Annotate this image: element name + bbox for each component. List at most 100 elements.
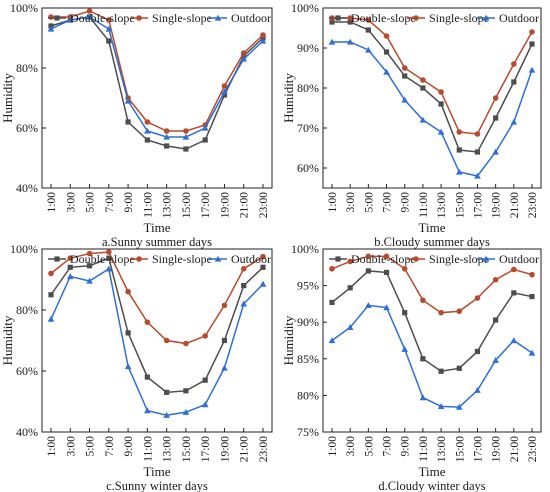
x-tick-label: 13:00 xyxy=(162,436,174,462)
data-point xyxy=(164,389,170,395)
y-tick-label: 95% xyxy=(297,279,319,293)
x-tick-label: 9:00 xyxy=(123,436,135,457)
data-point xyxy=(124,363,132,370)
data-point xyxy=(86,8,93,14)
data-point xyxy=(365,302,372,309)
data-point xyxy=(492,148,499,155)
data-point xyxy=(383,68,390,75)
data-point xyxy=(48,292,54,298)
data-point xyxy=(383,33,390,39)
data-point xyxy=(456,308,463,315)
data-point xyxy=(492,356,499,363)
data-point xyxy=(201,401,209,408)
data-point xyxy=(202,333,208,339)
x-tick-label: 11:00 xyxy=(142,192,154,218)
data-point xyxy=(455,403,463,410)
legend-marker xyxy=(214,14,222,21)
y-tick-label: 100% xyxy=(10,242,38,256)
plot-frame xyxy=(41,248,273,433)
data-point xyxy=(163,133,170,140)
x-tick-label: 13:00 xyxy=(436,436,448,462)
chart-panel-1: 40% 60% 80% 100% 1:00 3:00 5:00 7:00 9:00 11:00 13… xyxy=(0,1,273,249)
data-point xyxy=(221,337,228,344)
plot-frame xyxy=(41,7,273,189)
x-tick-label: 17:00 xyxy=(472,192,484,218)
data-point xyxy=(456,147,462,153)
data-point xyxy=(124,97,132,104)
legend-marker xyxy=(54,15,60,21)
data-point xyxy=(365,268,371,274)
legend-label: Outdoor xyxy=(499,11,539,25)
data-point xyxy=(511,290,517,296)
series-line xyxy=(332,17,533,135)
data-point xyxy=(420,77,426,83)
legend-marker xyxy=(214,255,222,262)
x-tick-label: 1:00 xyxy=(46,436,58,457)
legend-label: Double-slope xyxy=(70,252,135,266)
x-tick-label: 15:00 xyxy=(454,436,466,462)
data-point xyxy=(438,89,444,95)
x-tick-label: 3:00 xyxy=(345,436,357,457)
y-tick-label: 40% xyxy=(16,181,38,195)
data-point xyxy=(493,317,499,323)
data-point xyxy=(365,253,372,260)
series-line xyxy=(331,304,533,408)
panel-caption: a.Sunny summer days xyxy=(102,235,212,249)
data-point xyxy=(144,407,151,414)
x-tick-label: 19:00 xyxy=(219,192,231,218)
x-tick-label: 19:00 xyxy=(491,192,503,218)
legend-label: Single-slope xyxy=(429,11,489,25)
y-tick-label: 60% xyxy=(16,121,38,135)
y-tick-label: 80% xyxy=(16,61,38,75)
y-tick-label: 100% xyxy=(291,1,319,15)
x-tick-label: 9:00 xyxy=(123,192,135,213)
data-point xyxy=(105,25,113,32)
data-point xyxy=(438,368,444,374)
data-point xyxy=(221,83,228,89)
x-tick-label: 23:00 xyxy=(258,192,270,218)
data-point xyxy=(420,356,426,362)
legend-marker xyxy=(482,14,490,21)
data-point xyxy=(511,266,517,273)
legend: Double-slope Single-slope Outdoor xyxy=(48,252,271,266)
data-point xyxy=(510,337,518,344)
data-point xyxy=(402,73,408,79)
data-point xyxy=(437,128,445,135)
data-point xyxy=(474,295,481,301)
x-tick-label: 5:00 xyxy=(85,192,97,213)
x-tick-label: 23:00 xyxy=(258,436,270,462)
data-point xyxy=(182,133,190,140)
series-line xyxy=(50,251,264,345)
data-point xyxy=(347,15,353,21)
legend-marker xyxy=(413,256,419,262)
data-point xyxy=(125,119,131,125)
data-point xyxy=(106,255,112,261)
data-point xyxy=(105,265,113,272)
data-point xyxy=(383,269,390,276)
x-tick-label: 13:00 xyxy=(162,192,174,218)
y-tick-label: 100% xyxy=(291,242,319,256)
data-point xyxy=(419,394,427,401)
y-tick-label: 100% xyxy=(10,1,38,15)
plot-frame xyxy=(322,7,542,189)
plot-frame xyxy=(322,248,542,433)
panel-caption: d.Cloudy winter days xyxy=(378,479,485,492)
data-point xyxy=(438,309,444,316)
data-point xyxy=(474,386,481,393)
x-tick-label: 13:00 xyxy=(436,192,448,218)
data-point xyxy=(528,349,536,356)
x-tick-label: 5:00 xyxy=(85,436,97,457)
data-point xyxy=(492,276,499,283)
data-point xyxy=(437,403,445,410)
x-tick-label: 9:00 xyxy=(400,436,412,457)
x-axis-label: Time xyxy=(144,464,171,479)
data-point xyxy=(47,315,55,322)
x-tick-label: 3:00 xyxy=(65,192,77,213)
data-point xyxy=(240,50,247,56)
data-point xyxy=(163,411,170,418)
data-point xyxy=(347,19,353,25)
data-point xyxy=(420,85,426,91)
series-line xyxy=(331,255,533,314)
data-point xyxy=(164,143,170,149)
data-point xyxy=(492,95,499,101)
